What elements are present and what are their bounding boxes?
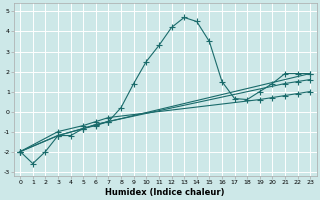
- X-axis label: Humidex (Indice chaleur): Humidex (Indice chaleur): [106, 188, 225, 197]
